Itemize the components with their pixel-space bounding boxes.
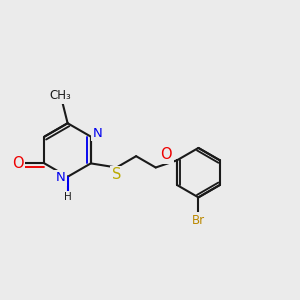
Text: H: H [64, 192, 71, 203]
Text: S: S [112, 167, 121, 182]
Text: CH₃: CH₃ [49, 89, 71, 102]
Text: O: O [12, 156, 23, 171]
Text: N: N [56, 171, 65, 184]
Text: N: N [93, 127, 103, 140]
Text: Br: Br [192, 214, 205, 226]
Text: O: O [160, 147, 172, 162]
